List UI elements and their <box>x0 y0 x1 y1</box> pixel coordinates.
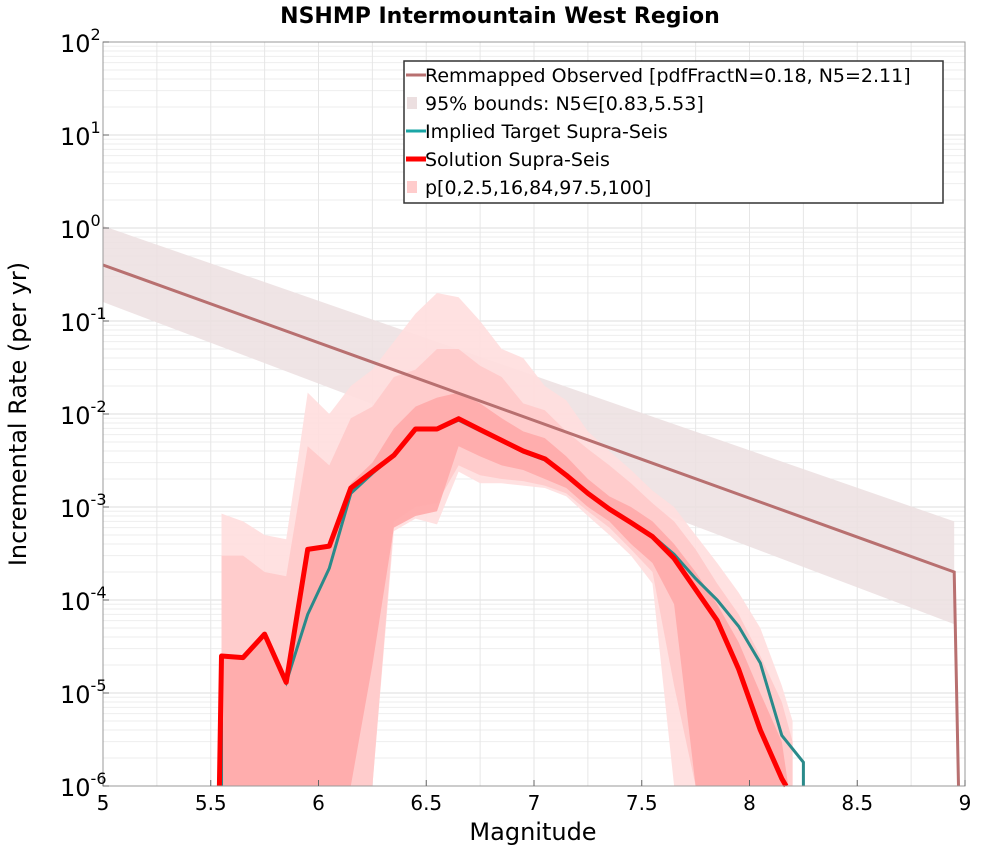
y-tick-label: 10-5 <box>60 676 107 709</box>
ticks: 5 5.5 6 6.5 7 7.5 8 8.5 9 102 101 100 10-1 10-2 10-3 10… <box>60 25 971 815</box>
y-tick-label: 10-1 <box>60 304 107 337</box>
series <box>102 263 960 788</box>
legend-swatch <box>407 181 417 193</box>
y-tick-label: 101 <box>60 118 101 151</box>
y-tick-label: 100 <box>60 211 101 244</box>
legend-label: Remmapped Observed [pdfFractN=0.18, N5=2… <box>425 65 911 87</box>
y-axis-label: Incremental Rate (per yr) <box>4 262 32 566</box>
legend-label: Implied Target Supra-Seis <box>425 121 668 143</box>
x-tick-label: 7 <box>528 791 541 815</box>
y-tick-label: 10-3 <box>60 490 107 523</box>
band-p16-84 <box>221 392 789 786</box>
x-tick-label: 5 <box>97 791 110 815</box>
chart-title: NSHMP Intermountain West Region <box>280 4 720 29</box>
x-tick-label: 6.5 <box>410 791 442 815</box>
x-tick-label: 8.5 <box>841 791 873 815</box>
legend-label: Solution Supra-Seis <box>425 149 610 171</box>
legend-box <box>403 60 944 204</box>
legend-swatch <box>407 97 417 109</box>
x-tick-label: 6 <box>312 791 325 815</box>
x-tick-label: 5.5 <box>195 791 227 815</box>
y-tick-label: 10-2 <box>60 397 107 430</box>
y-tick-label: 102 <box>60 25 101 58</box>
y-tick-label: 10-6 <box>60 769 107 802</box>
legend: Remmapped Observed [pdfFractN=0.18, N5=2… <box>403 60 944 204</box>
x-axis-label: Magnitude <box>469 818 596 846</box>
x-tick-label: 7.5 <box>626 791 658 815</box>
observed-line <box>102 263 960 787</box>
legend-label: p[0,2.5,16,84,97.5,100] <box>425 177 651 199</box>
y-tick-label: 10-4 <box>60 583 107 616</box>
percentile-bands <box>103 226 955 786</box>
x-tick-label: 8 <box>743 791 756 815</box>
x-tick-label: 9 <box>959 791 972 815</box>
legend-label: 95% bounds: N5∈[0.83,5.53] <box>425 93 704 115</box>
solution-line <box>216 416 789 788</box>
